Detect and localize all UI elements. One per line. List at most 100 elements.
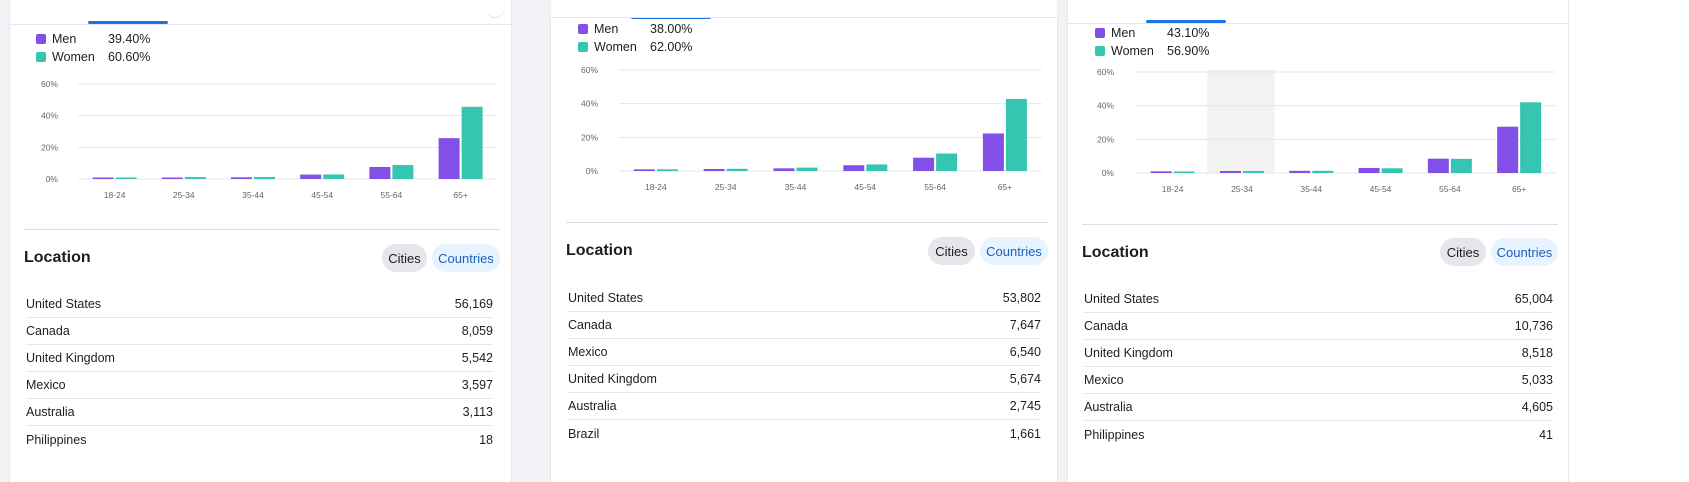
x-tick-label: 45-54	[854, 182, 876, 192]
location-list: United States 56,169 Canada 8,059 United K…	[26, 291, 493, 453]
bar-men-45-54	[1358, 167, 1380, 173]
legend-item-men: Men 43.10%	[1095, 24, 1209, 42]
active-tab-indicator	[1146, 20, 1226, 23]
bar-men-18-24	[1150, 171, 1172, 173]
y-tick-label: 0%	[586, 166, 599, 176]
location-count: 53,802	[1002, 291, 1041, 305]
hover-highlight	[1207, 70, 1275, 173]
location-name: Australia	[26, 405, 75, 419]
location-count: 8,518	[1521, 346, 1553, 360]
bar-men-35-44	[231, 177, 252, 179]
location-title: Location	[1082, 244, 1149, 261]
bar-women-65+	[1005, 98, 1027, 171]
location-row: United Kingdom 5,674	[568, 366, 1041, 393]
legend-value: 62.00%	[650, 40, 693, 54]
y-tick-label: 0%	[1102, 168, 1115, 178]
cities-toggle-button[interactable]: Cities	[928, 237, 975, 265]
bar-men-25-34	[1219, 170, 1241, 173]
location-row: United Kingdom 5,542	[26, 345, 493, 372]
location-count: 3,113	[462, 405, 493, 419]
location-count: 8,059	[461, 324, 493, 338]
bar-women-25-34	[726, 168, 748, 171]
audience-panel-1: Men 39.40% Women 60.60% 0% 20% 40% 60% 18-24…	[10, 0, 511, 482]
legend-label: Women	[1111, 44, 1154, 58]
location-name: United States	[1084, 292, 1160, 306]
location-name: Canada	[26, 324, 70, 338]
location-name: Mexico	[26, 378, 66, 392]
location-row: United States 53,802	[568, 285, 1041, 312]
section-divider	[566, 222, 1048, 223]
location-count: 41	[1539, 427, 1553, 442]
x-tick-label: 35-44	[1300, 184, 1322, 194]
legend-item-women: Women 56.90%	[1095, 42, 1209, 60]
location-count: 18	[479, 432, 493, 447]
y-tick-label: 20%	[41, 142, 58, 152]
location-name: United States	[26, 297, 102, 311]
bar-women-18-24	[115, 177, 137, 179]
x-tick-label: 45-54	[311, 190, 333, 200]
location-list: United States 65,004 Canada 10,736 United …	[1084, 286, 1553, 448]
bar-women-18-24	[656, 169, 678, 171]
cities-toggle-button[interactable]: Cities	[1440, 238, 1486, 266]
location-title: Location	[24, 249, 91, 266]
bar-men-65+	[438, 138, 460, 179]
gender-legend: Men 39.40% Women 60.60%	[36, 30, 150, 66]
x-tick-label: 35-44	[785, 182, 807, 192]
y-tick-label: 0%	[46, 174, 59, 184]
page-gutter-right	[1057, 0, 1068, 482]
x-tick-label: 65+	[453, 190, 467, 200]
bar-women-18-24	[1173, 171, 1195, 173]
x-tick-label: 18-24	[1162, 184, 1184, 194]
location-count: 3,597	[461, 378, 493, 392]
bar-men-18-24	[92, 177, 114, 179]
location-row: Philippines 18	[26, 426, 493, 453]
age-gender-chart: 0% 20% 40% 60% 18-24 25-34 35-44 45-54 55-64 65+	[10, 0, 511, 210]
countries-toggle-button[interactable]: Countries	[980, 237, 1048, 265]
location-row: Mexico 3,597	[26, 372, 493, 399]
location-name: United Kingdom	[568, 372, 657, 386]
bar-women-35-44	[796, 167, 818, 171]
location-name: Philippines	[1084, 427, 1145, 442]
legend-item-women: Women 60.60%	[36, 48, 150, 66]
location-row: Brazil 1,661	[568, 420, 1041, 447]
location-count: 10,736	[1514, 319, 1553, 333]
location-name: Mexico	[568, 345, 608, 359]
location-name: Canada	[568, 318, 612, 332]
location-count: 65,004	[1514, 292, 1553, 306]
section-divider	[1082, 224, 1558, 225]
location-row: United States 65,004	[1084, 286, 1553, 313]
section-divider	[24, 229, 500, 230]
location-title: Location	[566, 242, 633, 259]
bar-men-55-64	[1427, 158, 1449, 173]
bar-women-55-64	[936, 153, 958, 171]
x-tick-label: 35-44	[242, 190, 264, 200]
location-count: 4,605	[1521, 400, 1553, 414]
bar-women-45-54	[866, 164, 888, 171]
location-count: 5,674	[1009, 372, 1041, 386]
women-swatch-icon	[36, 52, 46, 62]
active-tab-indicator	[631, 18, 711, 19]
y-tick-label: 40%	[41, 111, 58, 121]
audience-panel-3: Men 43.10% Women 56.90% 0% 20% 40% 60% 18-24…	[1068, 0, 1568, 482]
legend-label: Men	[1111, 26, 1136, 40]
location-row: Australia 3,113	[26, 399, 493, 426]
location-name: Australia	[568, 399, 617, 413]
bar-men-55-64	[913, 157, 935, 171]
location-count: 1,661	[1009, 426, 1041, 441]
gender-legend: Men 43.10% Women 56.90%	[1095, 24, 1209, 60]
location-row: Canada 7,647	[568, 312, 1041, 339]
header-rule	[10, 24, 511, 25]
location-name: United Kingdom	[26, 351, 115, 365]
countries-toggle-button[interactable]: Countries	[1491, 238, 1558, 266]
location-row: United States 56,169	[26, 291, 493, 318]
location-row: Mexico 5,033	[1084, 367, 1553, 394]
legend-value: 39.40%	[108, 32, 151, 46]
age-gender-chart: 0% 20% 40% 60% 18-24 25-34 35-44 45-54 55-64 65+	[551, 18, 1057, 208]
legend-item-men: Men 38.00%	[578, 20, 692, 38]
bar-men-45-54	[300, 174, 322, 179]
bar-women-25-34	[184, 177, 206, 179]
countries-toggle-button[interactable]: Countries	[432, 244, 500, 272]
x-tick-label: 65+	[998, 182, 1012, 192]
cities-toggle-button[interactable]: Cities	[382, 244, 427, 272]
legend-value: 38.00%	[650, 22, 693, 36]
